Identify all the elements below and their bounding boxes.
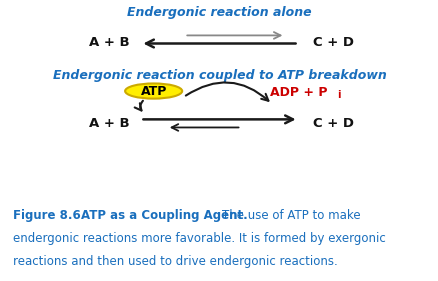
Text: i: i <box>336 90 339 100</box>
Text: A + B: A + B <box>89 117 130 130</box>
Text: endergonic reactions more favorable. It is formed by exergonic: endergonic reactions more favorable. It … <box>13 232 385 245</box>
Text: The use of ATP to make: The use of ATP to make <box>221 209 360 222</box>
Text: Endergonic reaction coupled to ATP breakdown: Endergonic reaction coupled to ATP break… <box>53 69 385 82</box>
Text: C + D: C + D <box>312 117 353 130</box>
Text: C + D: C + D <box>312 36 353 49</box>
Ellipse shape <box>125 83 182 99</box>
Text: ATP: ATP <box>140 85 166 98</box>
Text: A + B: A + B <box>89 36 130 49</box>
Text: ATP as a Coupling Agent.: ATP as a Coupling Agent. <box>81 209 247 222</box>
Text: ADP + P: ADP + P <box>269 85 327 99</box>
Text: Endergonic reaction alone: Endergonic reaction alone <box>127 6 311 19</box>
Text: reactions and then used to drive endergonic reactions.: reactions and then used to drive endergo… <box>13 255 337 268</box>
Text: Figure 8.6: Figure 8.6 <box>13 209 81 222</box>
